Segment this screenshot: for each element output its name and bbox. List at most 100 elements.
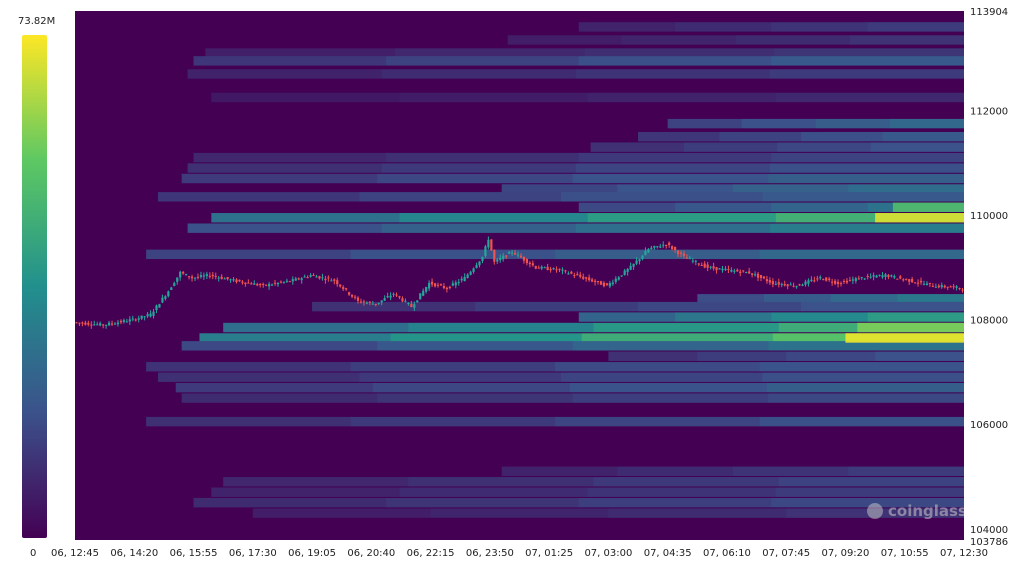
colorbar-min-label: 0 bbox=[30, 548, 36, 559]
candle-body-230 bbox=[756, 273, 760, 278]
candle-body-195 bbox=[653, 245, 656, 248]
candle-body-60 bbox=[253, 283, 256, 285]
x-tick-label-10: 07, 04:35 bbox=[644, 548, 692, 559]
liquidation-band-1-segment-2 bbox=[735, 35, 851, 45]
candle-body-66 bbox=[270, 284, 274, 286]
candle-body-86 bbox=[330, 280, 333, 282]
x-tick-label-7: 06, 23:50 bbox=[466, 548, 514, 559]
candle-body-156 bbox=[537, 267, 540, 269]
candle-body-150 bbox=[519, 255, 523, 258]
candle-body-24 bbox=[146, 314, 149, 317]
y-tick-label-3: 108000 bbox=[970, 316, 1008, 327]
liquidation-band-14-segment-0 bbox=[578, 202, 676, 212]
liquidation-band-4-segment-3 bbox=[769, 69, 964, 79]
x-tick-label-2: 06, 15:55 bbox=[170, 548, 218, 559]
candle-body-0 bbox=[75, 322, 78, 324]
candle-body-50 bbox=[223, 278, 226, 280]
liquidation-band-22-segment-1 bbox=[390, 333, 583, 343]
liquidation-band-0-segment-2 bbox=[771, 22, 869, 32]
liquidation-band-32-segment-2 bbox=[587, 487, 777, 497]
candle-body-295 bbox=[949, 286, 952, 288]
liquidation-band-29-segment-2 bbox=[555, 416, 761, 427]
candle-body-38 bbox=[187, 276, 191, 278]
candle-body-15 bbox=[119, 320, 123, 323]
liquidation-band-7-segment-1 bbox=[719, 131, 802, 142]
liquidation-band-23-segment-2 bbox=[572, 341, 769, 351]
liquidation-band-1-segment-0 bbox=[507, 35, 623, 45]
liquidation-band-28-segment-3 bbox=[768, 393, 964, 403]
liquidation-band-16-segment-0 bbox=[187, 223, 383, 233]
x-tick-label-6: 06, 22:15 bbox=[407, 548, 455, 559]
candle-body-168 bbox=[573, 275, 576, 277]
liquidation-band-29-segment-1 bbox=[350, 416, 556, 427]
candle-body-274 bbox=[887, 274, 890, 278]
candle-body-106 bbox=[389, 295, 392, 298]
candle-body-240 bbox=[786, 284, 789, 287]
candle-body-62 bbox=[259, 283, 262, 286]
candle-body-210 bbox=[697, 263, 700, 265]
candle-body-98 bbox=[365, 302, 368, 304]
liquidation-hotspot-0 bbox=[875, 213, 964, 223]
candle-body-284 bbox=[916, 282, 920, 284]
candle-body-244 bbox=[798, 284, 801, 286]
liquidation-band-4-segment-1 bbox=[381, 69, 577, 79]
liquidation-band-19-segment-2 bbox=[638, 301, 802, 312]
candle-body-188 bbox=[632, 263, 635, 267]
candle-body-79 bbox=[309, 275, 312, 277]
liquidation-band-18-segment-1 bbox=[763, 294, 832, 304]
liquidation-band-30-segment-3 bbox=[848, 466, 964, 477]
candle-body-270 bbox=[875, 275, 878, 278]
liquidation-band-14-segment-1 bbox=[675, 202, 772, 212]
candle-body-175 bbox=[593, 280, 597, 283]
y-tick-label-2: 110000 bbox=[970, 211, 1008, 222]
candle-body-171 bbox=[582, 276, 585, 279]
candle-body-147 bbox=[510, 252, 514, 254]
candle-body-29 bbox=[161, 297, 164, 303]
y-tick-label-0: 113904 bbox=[970, 7, 1008, 18]
x-tick-label-15: 07, 12:30 bbox=[940, 548, 988, 559]
candle-body-28 bbox=[158, 304, 161, 308]
candle-body-214 bbox=[709, 266, 712, 268]
candle-body-235 bbox=[771, 281, 774, 285]
candle-body-250 bbox=[816, 278, 819, 280]
candle-body-215 bbox=[712, 266, 715, 269]
candle-body-58 bbox=[247, 282, 250, 284]
candle-body-273 bbox=[884, 274, 887, 278]
liquidation-band-22-segment-0 bbox=[199, 333, 392, 343]
candle-body-154 bbox=[531, 263, 534, 266]
y-axis: 113904 112000 110000 108000 106000 1040001037… bbox=[970, 7, 1008, 548]
candle-body-20 bbox=[134, 319, 137, 321]
liquidation-band-27-segment-0 bbox=[175, 382, 374, 393]
candle-body-14 bbox=[116, 322, 120, 325]
liquidation-band-32-segment-1 bbox=[399, 487, 589, 497]
liquidation-band-32-segment-3 bbox=[775, 487, 964, 497]
x-axis: 06, 12:45 06, 14:20 06, 15:55 06, 17:30 06, … bbox=[51, 548, 988, 559]
candle-body-140 bbox=[490, 239, 493, 251]
candle-body-280 bbox=[905, 278, 908, 280]
candle-body-167 bbox=[570, 271, 573, 274]
liquidation-band-33-segment-0 bbox=[193, 497, 387, 508]
candle-body-184 bbox=[620, 275, 623, 277]
liquidation-band-14-segment-2 bbox=[771, 202, 869, 212]
x-tick-label-14: 07, 10:55 bbox=[881, 548, 929, 559]
candle-body-232 bbox=[762, 276, 766, 279]
candle-body-211 bbox=[700, 265, 703, 267]
candle-body-77 bbox=[303, 276, 306, 278]
candle-body-54 bbox=[235, 279, 238, 282]
candle-body-255 bbox=[831, 281, 834, 283]
candle-body-80 bbox=[312, 274, 315, 276]
candle-body-279 bbox=[902, 279, 905, 281]
liquidation-band-12-segment-0 bbox=[501, 184, 618, 194]
candle-body-225 bbox=[742, 270, 745, 272]
candle-body-130 bbox=[460, 278, 463, 281]
candle-body-209 bbox=[694, 260, 697, 262]
candle-body-196 bbox=[656, 246, 659, 248]
liquidation-band-31-segment-0 bbox=[223, 477, 409, 487]
candle-body-127 bbox=[451, 283, 454, 286]
candle-body-186 bbox=[626, 268, 629, 273]
candle-body-73 bbox=[291, 279, 294, 282]
candle-body-19 bbox=[131, 318, 134, 320]
candle-body-132 bbox=[466, 274, 469, 278]
candle-body-92 bbox=[348, 292, 351, 295]
candle-body-260 bbox=[845, 280, 849, 283]
